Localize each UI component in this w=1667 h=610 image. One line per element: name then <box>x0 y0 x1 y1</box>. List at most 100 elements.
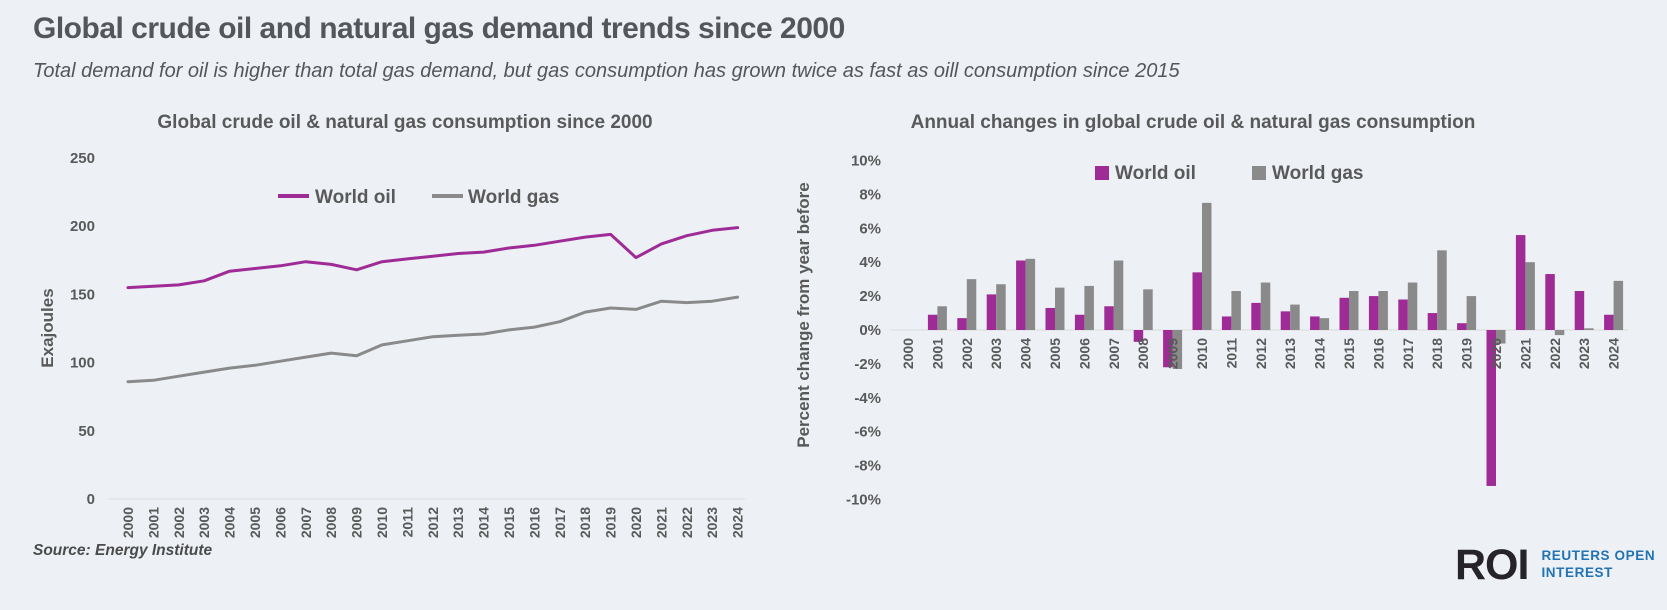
legend-label-world-gas: World gas <box>468 187 560 208</box>
series-line-world-gas <box>126 295 740 384</box>
x-year-label: 2014 <box>476 507 492 538</box>
bar-world-gas-2024 <box>1613 280 1624 330</box>
bar-world-gas-2016 <box>1378 291 1388 330</box>
x-year-label: 2004 <box>222 507 238 538</box>
x-year-label: 2013 <box>1282 338 1298 369</box>
y-tick-label: 6% <box>859 220 881 237</box>
bar-world-oil-2015 <box>1339 297 1349 330</box>
x-year-label: 2024 <box>730 507 746 538</box>
x-year-label: 2003 <box>988 338 1004 369</box>
x-year-label: 2021 <box>653 507 669 538</box>
bar-world-oil-2019 <box>1457 323 1467 330</box>
y-tick-label: 250 <box>70 150 95 167</box>
x-year-label: 2007 <box>1106 338 1122 369</box>
x-year-label: 2000 <box>900 338 916 369</box>
x-year-label: 2016 <box>526 507 542 538</box>
bar-world-gas-2018 <box>1437 250 1447 330</box>
bar-world-gas-2011 <box>1231 291 1241 330</box>
x-year-label: 2001 <box>929 338 945 369</box>
legend-label-world-oil: World oil <box>315 187 396 208</box>
bar-world-gas-2002 <box>966 279 977 330</box>
y-tick-label: 100 <box>70 355 95 372</box>
bar-world-gas-2009 <box>1172 330 1183 369</box>
bar-world-gas-2008 <box>1143 289 1153 330</box>
bar-world-gas-2012 <box>1260 282 1271 330</box>
bar-world-gas-2020 <box>1496 330 1506 344</box>
y-tick-label: 50 <box>78 423 95 440</box>
bar-world-oil-2010 <box>1192 272 1202 330</box>
x-year-label: 2022 <box>679 507 695 538</box>
series-line-world-oil <box>126 226 740 290</box>
bar-world-gas-2015 <box>1349 291 1359 330</box>
x-year-label: 2011 <box>1223 338 1239 369</box>
x-year-label: 2008 <box>1135 338 1151 369</box>
legend-swatch-world-gas <box>1252 166 1266 180</box>
x-year-label: 2016 <box>1370 338 1386 369</box>
roi-mark: ROI <box>1455 541 1529 589</box>
page-subtitle: Total demand for oil is higher than tota… <box>33 60 1180 82</box>
y-tick-label: -6% <box>854 424 881 441</box>
y-tick-label: -2% <box>854 356 881 373</box>
bar-world-oil-2017 <box>1398 299 1408 330</box>
x-year-label: 2019 <box>603 507 619 538</box>
bar-world-oil-2021 <box>1515 235 1526 330</box>
bar-world-gas-2004 <box>1025 258 1036 330</box>
bar-world-oil-2002 <box>957 318 967 330</box>
y-tick-label: 4% <box>859 254 881 271</box>
x-year-label: 2009 <box>1165 338 1181 369</box>
x-year-label: 2023 <box>1576 338 1592 369</box>
y-tick-label: -10% <box>846 492 881 509</box>
bar-world-oil-2014 <box>1310 316 1320 330</box>
roi-wordmark-line2: INTEREST <box>1541 565 1614 581</box>
bar-world-gas-2005 <box>1055 287 1065 330</box>
bar-world-gas-2019 <box>1466 296 1477 330</box>
x-year-label: 2018 <box>1429 338 1445 369</box>
line-chart-consumption: Global crude oil & natural gas consumpti… <box>38 112 746 538</box>
x-year-label: 2002 <box>959 338 975 369</box>
bar-world-gas-2017 <box>1407 282 1418 330</box>
x-year-label: 2024 <box>1606 338 1622 369</box>
y-tick-label: 8% <box>859 186 881 203</box>
bar-world-gas-2014 <box>1319 318 1330 330</box>
x-year-label: 2009 <box>349 507 365 538</box>
x-year-label: 2019 <box>1459 338 1475 369</box>
page-title: Global crude oil and natural gas demand … <box>33 12 845 45</box>
roi-logo: ROI REUTERS OPEN INTEREST <box>1455 541 1655 589</box>
y-tick-label: 0% <box>859 322 881 339</box>
roi-wordmark: REUTERS OPEN INTEREST <box>1541 548 1655 582</box>
bar-world-gas-2023 <box>1584 328 1594 330</box>
x-year-label: 2010 <box>374 507 390 538</box>
y-axis-label: Percent change from year before <box>795 182 813 447</box>
chart-title: Annual changes in global crude oil & nat… <box>911 112 1476 133</box>
y-tick-label: 200 <box>70 218 95 235</box>
bar-world-oil-2011 <box>1221 316 1232 330</box>
source-note: Source: Energy Institute <box>33 542 213 559</box>
x-year-label: 2006 <box>1076 338 1092 369</box>
y-tick-label: 0 <box>87 491 95 508</box>
x-year-label: 2017 <box>1400 338 1416 369</box>
bar-world-oil-2023 <box>1574 291 1585 330</box>
x-year-label: 2023 <box>704 507 720 538</box>
x-year-label: 2004 <box>1018 338 1034 369</box>
x-year-label: 2007 <box>298 507 314 538</box>
bar-world-oil-2009 <box>1163 330 1173 368</box>
bar-world-gas-2001 <box>937 306 947 330</box>
bar-world-oil-2020 <box>1486 330 1496 486</box>
bar-chart-annual-change: Annual changes in global crude oil & nat… <box>795 112 1628 509</box>
x-year-label: 2014 <box>1312 338 1328 369</box>
x-year-label: 2001 <box>145 507 161 538</box>
x-year-label: 2013 <box>450 507 466 538</box>
roi-wordmark-line1: REUTERS OPEN <box>1541 548 1656 564</box>
bar-world-oil-2024 <box>1604 314 1614 330</box>
bar-world-oil-2022 <box>1545 274 1555 330</box>
x-year-label: 2022 <box>1547 338 1563 369</box>
legend-label-world-gas: World gas <box>1272 163 1364 184</box>
x-year-label: 2005 <box>247 507 263 538</box>
bar-world-oil-2004 <box>1016 260 1026 330</box>
y-tick-label: -4% <box>854 390 881 407</box>
y-tick-label: 2% <box>859 288 881 305</box>
x-year-label: 2015 <box>501 507 517 538</box>
x-year-label: 2003 <box>196 507 212 538</box>
x-year-label: 2017 <box>552 507 568 538</box>
